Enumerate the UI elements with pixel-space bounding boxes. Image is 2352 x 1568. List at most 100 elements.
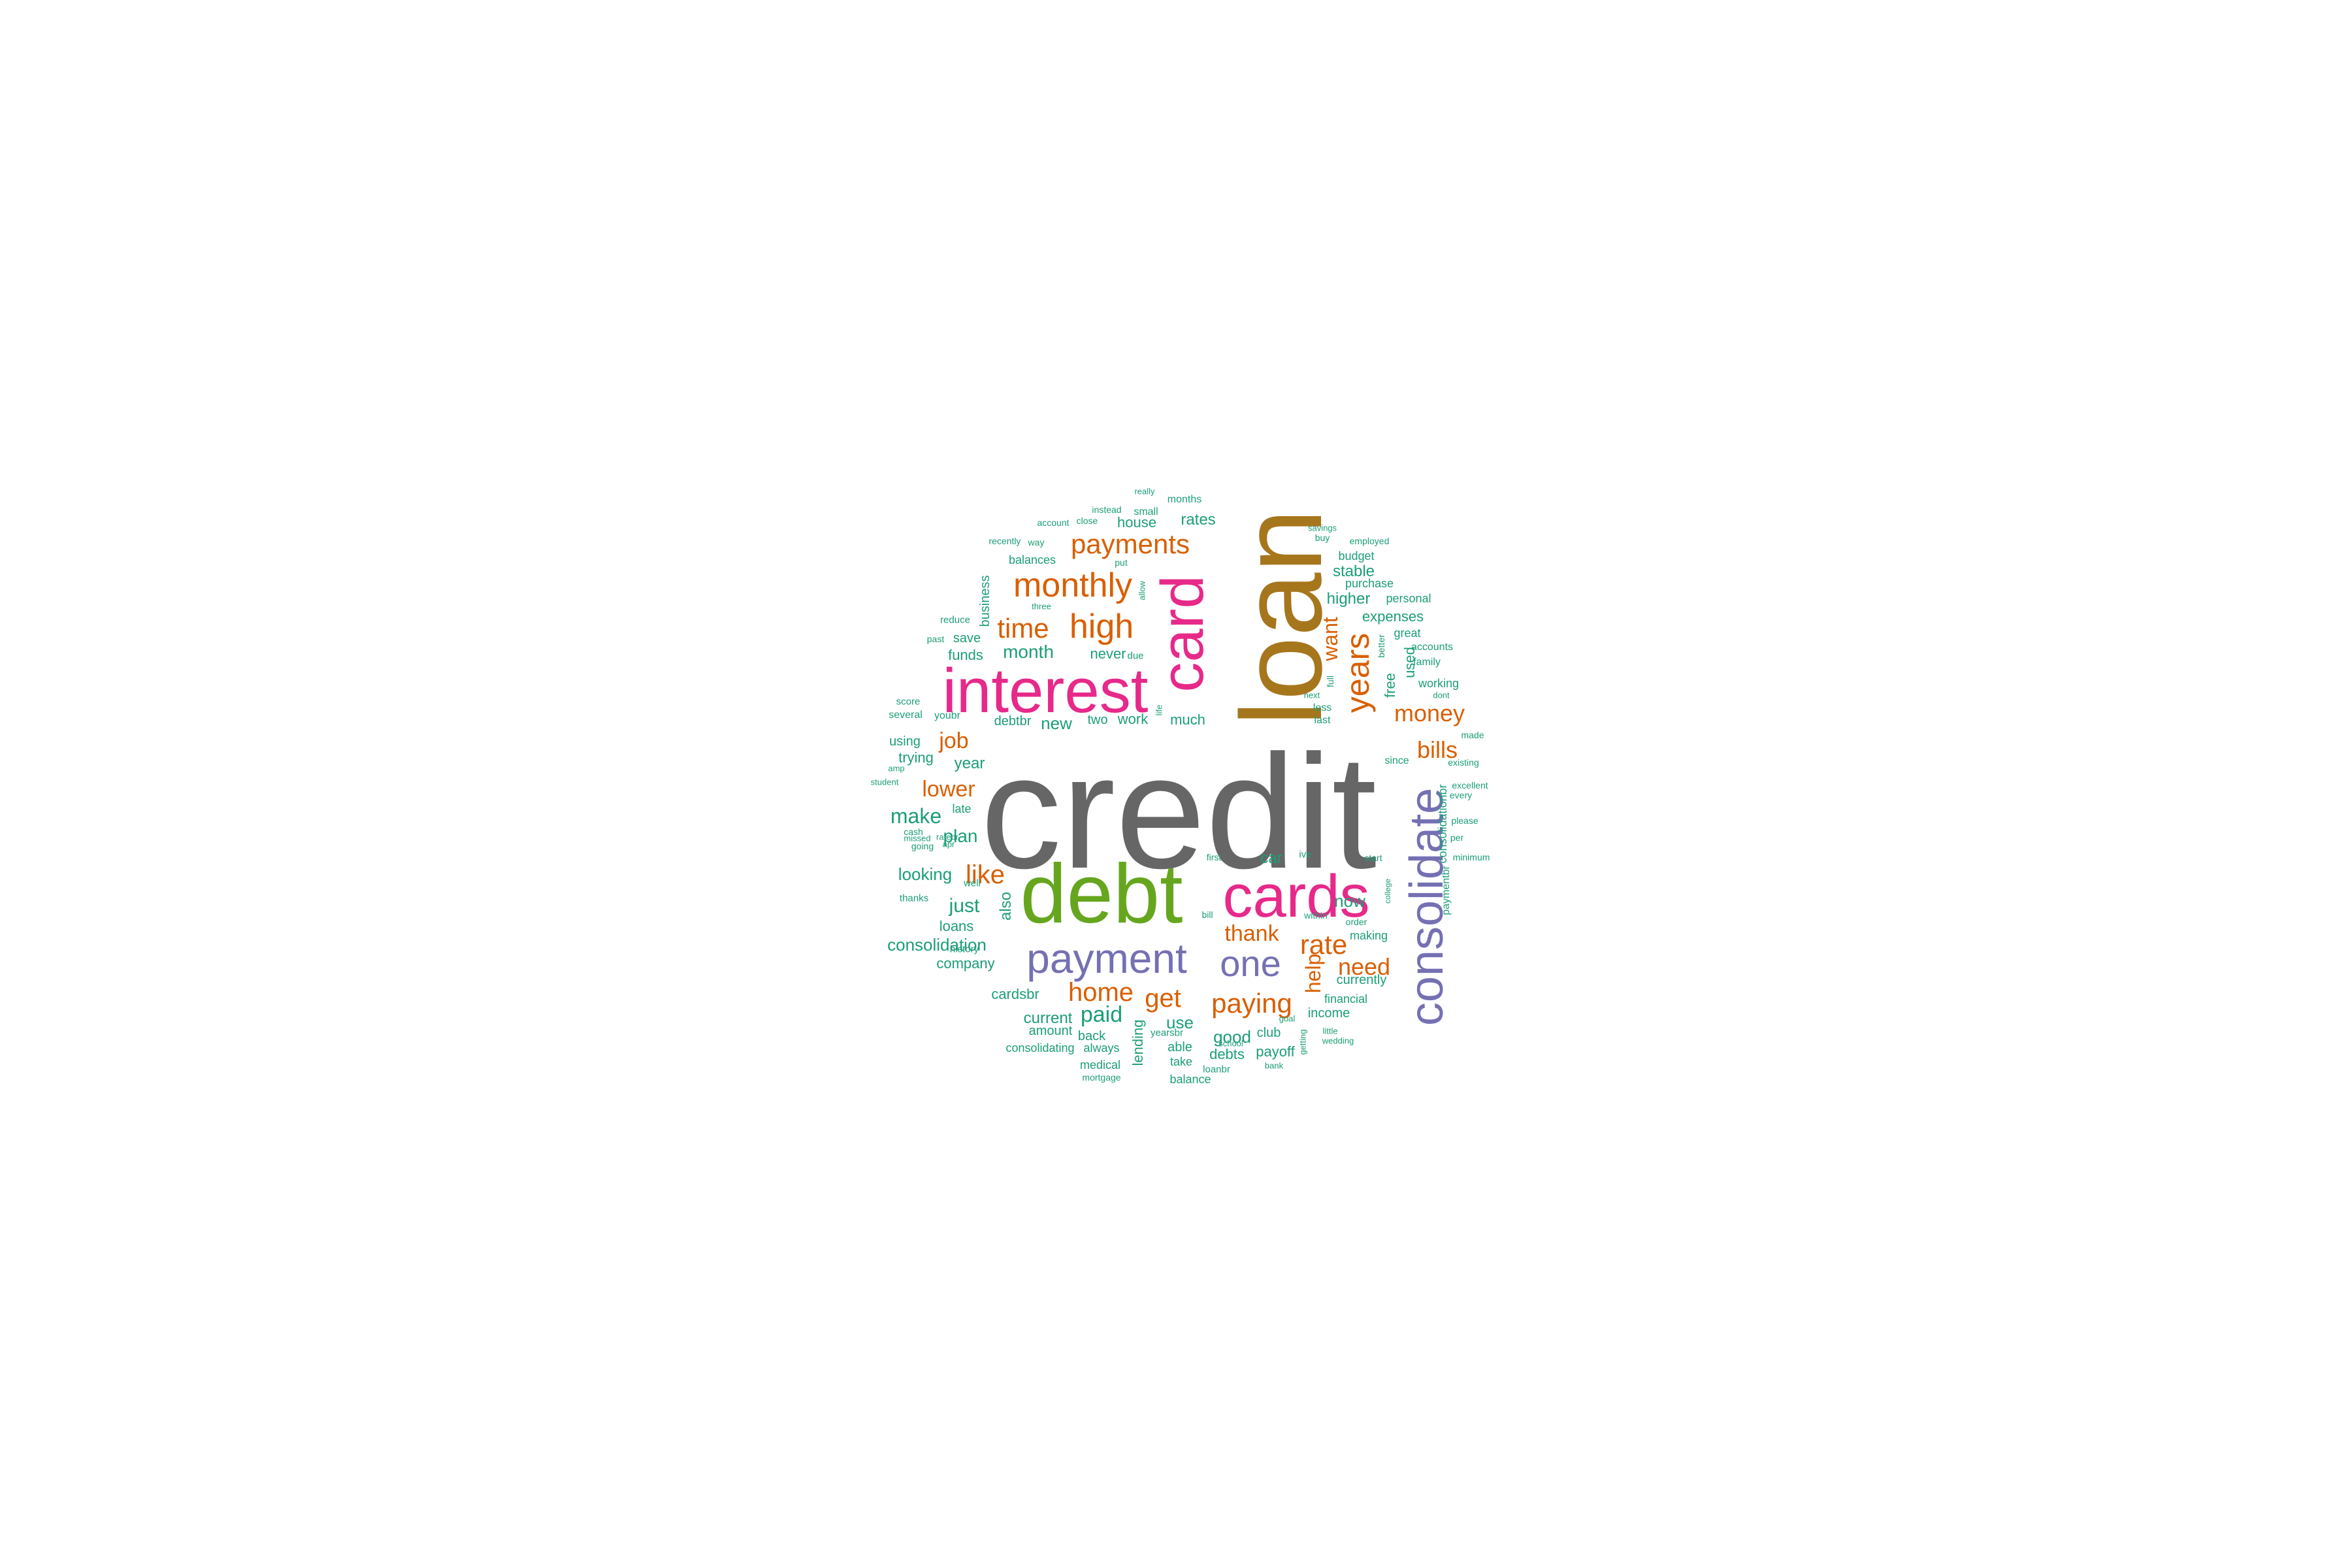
word-take: take [1169,1055,1193,1068]
word-past: past [926,634,945,644]
word-yearsbr: yearsbr [1150,1027,1184,1039]
word-full: full [1325,676,1335,687]
word-buy: buy [1315,532,1330,543]
word-bills: bills [1416,736,1458,763]
word-consolidating: consolidating [1005,1041,1075,1054]
word-instead: instead [1092,504,1122,515]
word-stable: stable [1332,563,1375,580]
word-budget: budget [1338,549,1375,563]
word-order: order [1345,917,1367,927]
word-due: due [1127,650,1144,662]
word-minimum: minimum [1452,852,1490,862]
word-expenses: expenses [1362,608,1424,625]
word-work: work [1117,711,1149,727]
word-existing: existing [1448,757,1479,768]
word-currently: currently [1336,973,1387,987]
word-family: family [1413,657,1441,668]
word-well: well [964,877,981,889]
word-accounts: accounts [1411,642,1454,653]
word-need: need [1337,953,1391,980]
word-payments: payments [1070,529,1190,559]
word-close: close [1076,515,1098,526]
word-loans: loans [939,918,974,934]
word-paid: paid [1080,1002,1123,1027]
word-car: car [1260,849,1282,867]
word-two: two [1087,713,1108,727]
word-getting: getting [1298,1029,1308,1055]
word-years: years [1339,632,1376,713]
word-paying: paying [1211,988,1292,1019]
word-amount: amount [1028,1024,1073,1038]
word-new: new [1041,713,1072,733]
word-thanks: thanks [899,892,929,904]
word-college: college [1383,878,1392,904]
word-debt: debt [1020,847,1183,941]
word-cards: cards [1222,863,1370,930]
word-payoff: payoff [1256,1043,1295,1060]
word-just: just [949,895,980,917]
word-plan: plan [943,826,978,846]
word-house: house [1117,514,1156,531]
word-per: per [1450,832,1464,843]
word-great: great [1394,627,1421,640]
word-want: want [1318,617,1342,661]
word-life: life [1154,704,1164,716]
word-current: current [1023,1009,1073,1027]
word-apr: apr [942,839,955,849]
word-rate: rate [1299,929,1348,960]
word-lending: lending [1130,1019,1146,1066]
word-three: three [1032,601,1051,612]
word-goal: goal [1279,1013,1296,1024]
word-funds: funds [948,647,983,663]
word-way: way [1028,537,1045,547]
word-help: help [1301,953,1325,994]
word-excellent: excellent [1452,780,1488,791]
word-account: account [1037,517,1070,528]
word-score: score [896,696,921,708]
word-year: year [954,755,985,772]
word-months: months [1167,494,1202,505]
word-personal: personal [1386,592,1431,605]
word-ratebr: ratebr [936,832,958,842]
word-thank: thank [1224,921,1279,946]
word-youbr: youbr [934,710,961,721]
word-time: time [997,613,1049,644]
word-several: several [889,710,923,721]
word-history: history [949,943,979,955]
word-company: company [936,955,995,972]
word-like: like [965,860,1005,889]
word-higher: higher [1326,590,1371,608]
word-using: using [889,734,921,749]
word-one: one [1220,943,1281,984]
word-student: student [870,777,899,787]
word-mortgage: mortgage [1082,1072,1121,1083]
word-much: much [1170,711,1205,728]
word-dont: dont [1433,690,1450,700]
word-savings: savings [1307,523,1337,533]
word-small: small [1134,506,1158,517]
word-looking: looking [898,864,953,884]
word-recently: recently [988,536,1021,546]
word-free: free [1382,673,1398,698]
word-high: high [1069,608,1134,645]
word-good: good [1213,1027,1251,1047]
word-home: home [1068,978,1134,1007]
word-little: little [1322,1026,1338,1036]
word-last: last [1314,715,1331,726]
word-consolidation: consolidation [887,935,987,955]
word-use: use [1166,1013,1194,1032]
word-job: job [939,728,969,753]
word-balance: balance [1169,1073,1211,1086]
word-card: card [1149,575,1216,693]
word-make: make [890,804,942,828]
word-always: always [1083,1041,1120,1054]
word-paymentbr: paymentbr [1441,866,1452,915]
word-rates: rates [1181,511,1216,529]
word-allow: allow [1137,581,1147,600]
word-consolidationbr: consolidationbr [1436,784,1449,864]
word-club: club [1256,1026,1281,1040]
word-monthly: monthly [1013,566,1133,604]
word-debts: debts [1209,1046,1245,1062]
word-going: going [911,841,934,851]
word-amp: amp [888,763,905,774]
